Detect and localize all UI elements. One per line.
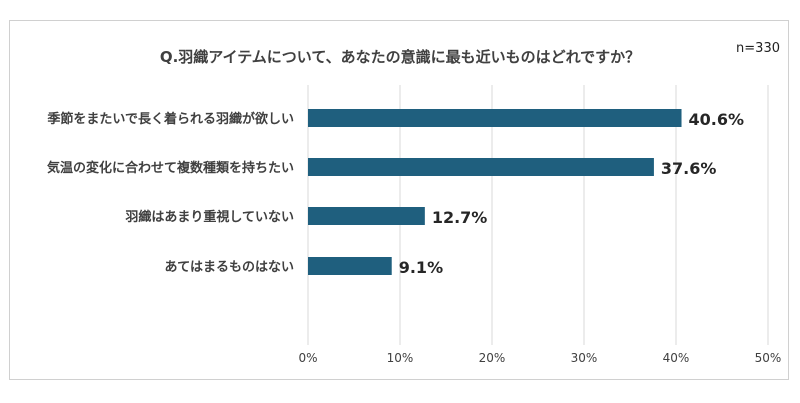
data-label: 12.7% [432, 208, 488, 227]
bar [308, 158, 654, 176]
data-label: 9.1% [399, 258, 443, 277]
x-tick-label: 0% [298, 351, 317, 365]
chart-frame [9, 20, 789, 380]
x-tick-label: 50% [755, 351, 782, 365]
x-tick-label: 30% [571, 351, 598, 365]
sample-size-label: n=330 [736, 41, 780, 56]
data-label: 40.6% [689, 110, 745, 129]
chart-title: Q.羽織アイテムについて、あなたの意識に最も近いものはどれですか？ [159, 48, 641, 66]
category-label: あてはまるものはない [165, 260, 294, 275]
category-label: 気温の変化に合わせて複数種類を持ちたい [47, 160, 294, 176]
bar [308, 109, 682, 127]
x-tick-label: 40% [663, 351, 690, 365]
category-label: 羽織はあまり重視していない [125, 209, 294, 225]
bar [308, 207, 425, 225]
category-label: 季節をまたいで長く着られる羽織が欲しい [46, 111, 294, 127]
bar [308, 257, 392, 275]
x-tick-label: 20% [479, 351, 506, 365]
data-label: 37.6% [661, 159, 717, 178]
x-tick-label: 10% [387, 351, 414, 365]
